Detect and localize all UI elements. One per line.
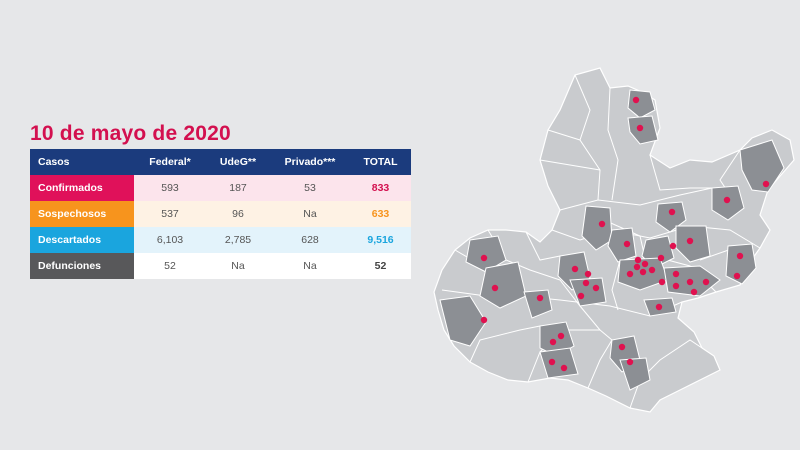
municipality-highlight <box>725 243 757 285</box>
municipal-border <box>607 87 619 201</box>
cell-federal: 593 <box>134 175 206 201</box>
municipality-highlight <box>739 139 785 193</box>
case-marker-dot <box>639 268 647 276</box>
case-marker-dot <box>582 279 590 287</box>
case-marker-dot <box>686 237 694 245</box>
case-marker-dot <box>634 256 642 264</box>
municipal-border <box>551 225 761 249</box>
case-marker-dot <box>592 284 600 292</box>
municipality-highlight <box>675 225 711 263</box>
municipality-highlight <box>627 115 659 145</box>
header-federal: Federal* <box>134 149 206 175</box>
municipal-border <box>649 154 712 191</box>
municipal-borders <box>441 74 761 409</box>
municipal-border <box>587 339 613 389</box>
case-marker-dot <box>626 270 634 278</box>
header-total: TOTAL <box>350 149 411 175</box>
table-header-row: Casos Federal* UdeG** Privado*** TOTAL <box>30 149 411 175</box>
case-marker-dot <box>536 294 544 302</box>
case-marker-dot <box>668 208 676 216</box>
cell-total: 833 <box>350 175 411 201</box>
row-label: Defunciones <box>30 253 134 279</box>
table-row: Sospechosos 537 96 Na 633 <box>30 201 411 227</box>
cell-privado: Na <box>270 253 350 279</box>
row-label: Confirmados <box>30 175 134 201</box>
case-marker-dot <box>736 252 744 260</box>
report-date-title: 10 de mayo de 2020 <box>30 122 231 145</box>
cell-federal: 52 <box>134 253 206 279</box>
municipal-border <box>547 129 581 141</box>
table-row: Descartados 6,103 2,785 628 9,516 <box>30 227 411 253</box>
table-row: Defunciones 52 Na Na 52 <box>30 253 411 279</box>
case-marker-dot <box>577 292 585 300</box>
case-marker-dot <box>658 278 666 286</box>
case-markers <box>480 96 770 372</box>
case-marker-dot <box>690 288 698 296</box>
cell-privado: 53 <box>270 175 350 201</box>
case-marker-dot <box>648 266 656 274</box>
case-marker-dot <box>549 338 557 346</box>
case-marker-dot <box>480 254 488 262</box>
municipal-border <box>559 187 713 211</box>
case-marker-dot <box>598 220 606 228</box>
municipal-border <box>469 325 541 363</box>
case-marker-dot <box>633 263 641 271</box>
municipal-border <box>611 259 621 311</box>
case-marker-dot <box>672 270 680 278</box>
case-marker-dot <box>623 240 631 248</box>
case-marker-dot <box>584 270 592 278</box>
municipal-border <box>539 159 601 171</box>
cell-privado: Na <box>270 201 350 227</box>
case-marker-dot <box>702 278 710 286</box>
municipality-highlight <box>479 261 527 309</box>
case-marker-dot <box>571 265 579 273</box>
cell-udeg: 187 <box>206 175 270 201</box>
case-marker-dot <box>548 358 556 366</box>
row-label: Sospechosos <box>30 201 134 227</box>
cell-udeg: 96 <box>206 201 270 227</box>
municipal-border <box>525 231 561 261</box>
header-udeg: UdeG** <box>206 149 270 175</box>
case-marker-dot <box>672 282 680 290</box>
table-row: Confirmados 593 187 53 833 <box>30 175 411 201</box>
case-marker-dot <box>762 180 770 188</box>
case-marker-dot <box>655 303 663 311</box>
case-marker-dot <box>733 272 741 280</box>
case-marker-dot <box>669 242 677 250</box>
municipality-highlight <box>581 205 613 251</box>
case-marker-dot <box>723 196 731 204</box>
municipality-highlight <box>439 295 487 347</box>
cell-udeg: 2,785 <box>206 227 270 253</box>
case-marker-dot <box>480 316 488 324</box>
case-marker-dot <box>657 254 665 262</box>
cell-federal: 6,103 <box>134 227 206 253</box>
header-casos: Casos <box>30 149 134 175</box>
case-marker-dot <box>686 278 694 286</box>
header-privado: Privado*** <box>270 149 350 175</box>
case-marker-dot <box>632 96 640 104</box>
cell-privado: 628 <box>270 227 350 253</box>
case-marker-dot <box>636 124 644 132</box>
municipality-highlight <box>627 89 656 119</box>
case-marker-dot <box>560 364 568 372</box>
cell-total: 9,516 <box>350 227 411 253</box>
municipality-highlight <box>523 289 553 319</box>
municipal-border <box>629 339 703 409</box>
case-marker-dot <box>618 343 626 351</box>
case-marker-dot <box>626 358 634 366</box>
case-marker-dot <box>641 260 649 268</box>
municipality-highlight <box>607 227 637 263</box>
cell-federal: 537 <box>134 201 206 227</box>
case-marker-dot <box>557 332 565 340</box>
cases-table: Casos Federal* UdeG** Privado*** TOTAL C… <box>30 149 411 279</box>
municipality-highlight <box>539 347 579 379</box>
case-marker-dot <box>491 284 499 292</box>
cell-total: 633 <box>350 201 411 227</box>
cell-udeg: Na <box>206 253 270 279</box>
cell-total: 52 <box>350 253 411 279</box>
row-label: Descartados <box>30 227 134 253</box>
municipality-highlight <box>619 357 651 391</box>
